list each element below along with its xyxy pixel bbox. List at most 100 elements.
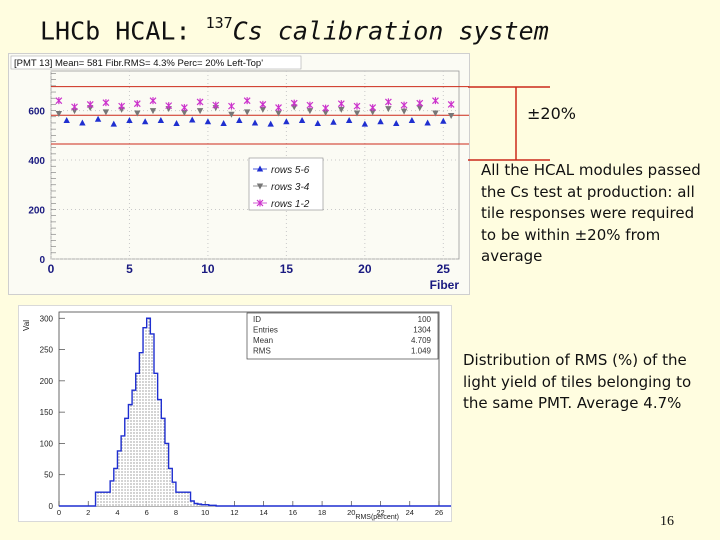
- data-point: [102, 99, 110, 107]
- x-tick-label-3: 15: [280, 262, 294, 276]
- data-point: [102, 109, 110, 116]
- y-tick-label-0: 0: [39, 255, 45, 266]
- legend-marker-0: [256, 165, 264, 172]
- hist-x-tick-label-7: 14: [259, 508, 267, 517]
- chart-header: [PMT 13] Mean= 581 Fibr.RMS= 4.3% Perc= …: [14, 58, 263, 69]
- data-point: [416, 105, 423, 112]
- legend-label-0: rows 5-6: [271, 165, 310, 176]
- hist-x-tick-label-5: 10: [201, 508, 209, 517]
- hist-bar: [113, 468, 118, 506]
- hist-y-tick-label-5: 250: [40, 346, 54, 355]
- x-tick-label-1: 5: [126, 262, 133, 276]
- hist-bar: [139, 352, 144, 506]
- hist-bar: [150, 333, 154, 506]
- stats-value-3: 1.049: [411, 347, 432, 356]
- data-point: [212, 101, 220, 109]
- hist-x-tick-label-2: 4: [115, 508, 119, 517]
- data-point: [79, 119, 86, 126]
- data-point: [275, 104, 282, 112]
- modules-note: All the HCAL modules passed the Cs test …: [481, 161, 701, 265]
- data-point: [353, 102, 361, 110]
- legend-marker-2: [256, 199, 264, 207]
- hist-x-tick-label-12: 24: [406, 508, 414, 517]
- data-point: [243, 97, 251, 105]
- data-point: [196, 108, 204, 115]
- data-point: [181, 110, 188, 117]
- x-tick-label-2: 10: [201, 262, 215, 276]
- data-point: [447, 100, 455, 108]
- hist-x-tick-label-6: 12: [230, 508, 238, 517]
- data-point: [243, 109, 251, 116]
- data-point: [361, 120, 369, 127]
- data-point: [110, 120, 117, 127]
- hist-bar: [175, 492, 180, 506]
- data-point: [141, 118, 149, 125]
- data-point: [86, 100, 94, 108]
- hist-bar: [117, 450, 122, 506]
- histogram-panel: Val 0 50 100 150 200 250 300 0 2 4 6 8 10 12 14 16 18 20 22…: [18, 305, 461, 522]
- hist-y-tick-label-1: 50: [44, 471, 53, 480]
- data-point: [55, 111, 63, 118]
- range-bracket: [468, 86, 550, 161]
- data-point: [126, 116, 133, 123]
- data-point: [385, 106, 392, 113]
- tolerance-label: ±20%: [527, 104, 576, 123]
- data-point: [63, 116, 70, 123]
- data-point: [259, 106, 267, 113]
- data-point: [337, 100, 345, 108]
- hist-bar: [190, 500, 195, 506]
- chart-header-box: [10, 55, 302, 70]
- hist-x-tick-label-8: 16: [289, 508, 297, 517]
- slide-title: LHCb HCAL: 137Cs calibration system: [40, 14, 549, 46]
- stats-label-1: Entries: [253, 326, 278, 335]
- data-point: [133, 100, 141, 108]
- series-1: [55, 104, 455, 120]
- hist-y-label: Val: [22, 320, 31, 331]
- data-point: [165, 102, 173, 110]
- data-point: [330, 118, 337, 125]
- hist-bar: [143, 327, 147, 506]
- data-point: [432, 110, 439, 117]
- data-point: [157, 116, 165, 123]
- hist-bar: [179, 492, 184, 506]
- scatter-chart-panel: [PMT 13] Mean= 581 Fibr.RMS= 4.3% Perc= …: [8, 53, 473, 295]
- legend-label-1: rows 3-4: [271, 182, 310, 193]
- hist-bar: [132, 390, 136, 506]
- data-point: [71, 103, 78, 111]
- data-point: [298, 116, 306, 123]
- data-point: [432, 97, 439, 105]
- data-point: [173, 119, 180, 126]
- data-point: [267, 120, 274, 127]
- data-point: [118, 102, 126, 110]
- data-point: [306, 101, 314, 109]
- hist-x-tick-label-3: 6: [145, 508, 149, 517]
- data-point: [71, 108, 78, 115]
- hist-y-tick-label-2: 100: [40, 439, 54, 448]
- hist-bar: [194, 503, 198, 506]
- data-point: [345, 116, 353, 123]
- series-2: [55, 97, 455, 112]
- scatter-chart: [PMT 13] Mean= 581 Fibr.RMS= 4.3% Perc= …: [10, 55, 473, 292]
- hist-x-label: RMS(percent): [355, 514, 399, 521]
- data-point: [149, 108, 157, 115]
- hist-bar: [110, 480, 114, 506]
- data-point: [400, 108, 408, 115]
- data-point: [55, 97, 63, 105]
- hist-y-tick-label-4: 200: [40, 377, 54, 386]
- x-tick-label-5: 25: [437, 262, 451, 276]
- data-point: [353, 110, 361, 117]
- hist-bar: [128, 404, 133, 506]
- hist-bar: [197, 504, 202, 506]
- data-point: [291, 104, 298, 111]
- hist-bar: [161, 418, 165, 506]
- data-point: [400, 101, 408, 109]
- stats-label-0: ID: [253, 315, 261, 324]
- series-0: [63, 115, 447, 127]
- data-point: [94, 115, 102, 122]
- hist-y-tick-label-3: 150: [40, 408, 54, 417]
- hist-bar: [186, 492, 191, 506]
- hist-x-tick-label-13: 26: [435, 508, 443, 517]
- data-point: [369, 109, 376, 116]
- hist-bar: [157, 399, 162, 506]
